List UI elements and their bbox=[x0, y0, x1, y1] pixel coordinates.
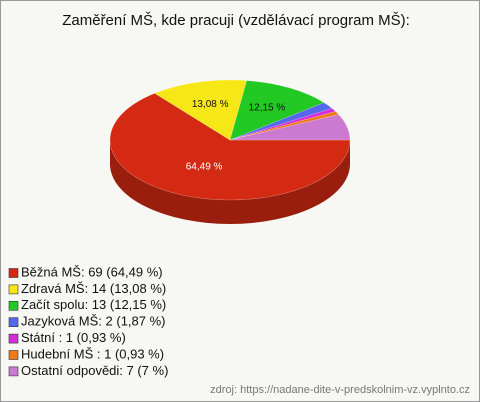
value-label: 13,08 % bbox=[192, 99, 229, 110]
legend-label: Běžná MŠ: 69 (64,49 %) bbox=[21, 264, 163, 279]
pie-slice bbox=[154, 79, 248, 141]
legend-swatch bbox=[8, 300, 19, 311]
legend-label: Státní : 1 (0,93 %) bbox=[21, 330, 126, 345]
source-note: zdroj: https://nadane-dite-v-predskolnim… bbox=[210, 384, 470, 396]
pie-side bbox=[110, 140, 350, 224]
value-label: 64,49 % bbox=[186, 162, 223, 173]
legend-label: Ostatní odpovědi: 7 (7 %) bbox=[21, 363, 168, 378]
pie-slice bbox=[229, 114, 351, 141]
legend-label: Zdravá MŠ: 14 (13,08 %) bbox=[21, 281, 166, 296]
legend-swatch bbox=[8, 317, 19, 328]
pie-slice bbox=[229, 102, 333, 141]
legend-swatch bbox=[8, 366, 19, 377]
legend-swatch bbox=[8, 350, 19, 360]
value-label: 12,15 % bbox=[249, 102, 286, 113]
legend-swatch bbox=[8, 333, 19, 344]
legend-swatch bbox=[8, 284, 19, 295]
pie-slice bbox=[109, 93, 351, 201]
legend-label: Hudební MŠ : 1 (0,93 %) bbox=[21, 346, 164, 361]
pie-slice bbox=[229, 80, 325, 141]
legend-swatch bbox=[8, 268, 19, 278]
legend-label: Začít spolu: 13 (12,15 %) bbox=[21, 297, 166, 312]
chart-title: Zaměření MŠ, kde pracuji (vzdělávací pro… bbox=[62, 12, 410, 29]
legend-label: Jazyková MŠ: 2 (1,87 %) bbox=[21, 314, 166, 329]
pie-slice bbox=[229, 111, 340, 141]
pie-slice bbox=[229, 108, 337, 141]
